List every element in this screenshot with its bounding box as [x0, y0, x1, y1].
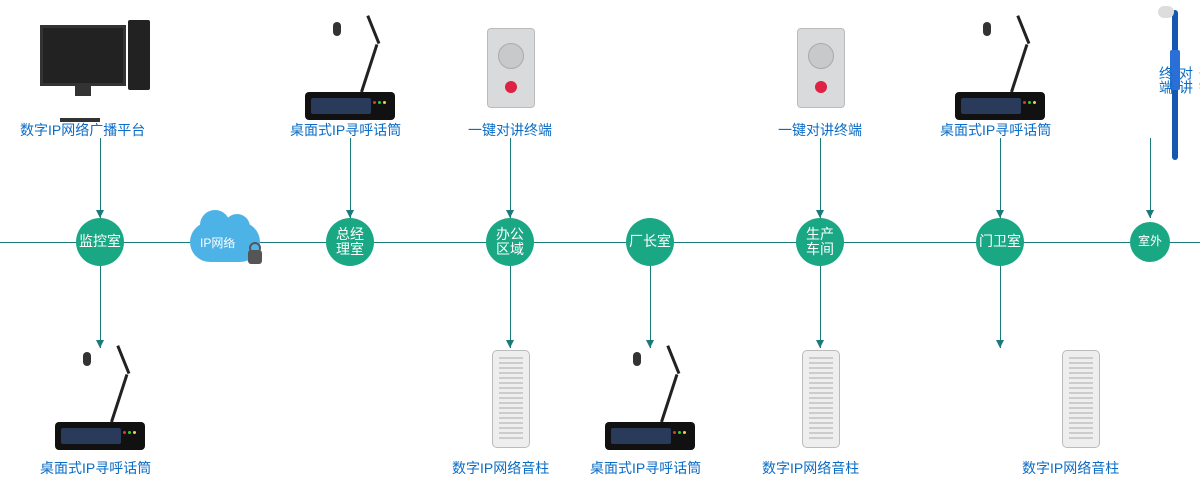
- ip-cloud: IP网络: [190, 222, 260, 262]
- node-n6: 门卫室: [976, 218, 1024, 266]
- arrowhead: [96, 210, 104, 218]
- connector: [350, 138, 351, 218]
- node-n4: 厂长室: [626, 218, 674, 266]
- device-label: 一键对讲终端: [468, 120, 552, 140]
- arrowhead: [506, 210, 514, 218]
- arrowhead: [346, 210, 354, 218]
- lock-icon: [248, 250, 262, 264]
- arrowhead: [506, 340, 514, 348]
- arrowhead: [816, 340, 824, 348]
- node-n7: 室外: [1130, 222, 1170, 262]
- device-intercom: [797, 28, 845, 108]
- arrowhead: [96, 340, 104, 348]
- device-label: 桌面式IP寻呼话筒: [940, 120, 1051, 140]
- connector: [1000, 266, 1001, 348]
- device-label: 一键对讲终端: [778, 120, 862, 140]
- device-mic: [305, 30, 395, 120]
- connector: [510, 266, 511, 348]
- connector: [820, 138, 821, 218]
- connector: [1000, 138, 1001, 218]
- device-column: [1062, 350, 1100, 448]
- device-column: [492, 350, 530, 448]
- node-n5: 生产车间: [796, 218, 844, 266]
- device-mic: [605, 360, 695, 450]
- node-n1: 监控室: [76, 218, 124, 266]
- device-mic: [55, 360, 145, 450]
- cloud-label: IP网络: [200, 234, 235, 251]
- device-intercom: [487, 28, 535, 108]
- arrowhead: [996, 340, 1004, 348]
- connector: [100, 138, 101, 218]
- connector: [510, 138, 511, 218]
- device-label: 数字IP网络音柱: [452, 458, 549, 478]
- connector: [650, 266, 651, 348]
- connector: [820, 266, 821, 348]
- connector: [100, 266, 101, 348]
- device-label: 桌面式IP寻呼话筒: [290, 120, 401, 140]
- node-n3: 办公区域: [486, 218, 534, 266]
- node-n2: 总经理室: [326, 218, 374, 266]
- connector: [1150, 138, 1151, 218]
- arrowhead: [646, 340, 654, 348]
- diagram-canvas: { "layout":{ "width":1200,"height":501, …: [0, 0, 1200, 501]
- device-label: 一键对讲终端: [1156, 66, 1200, 94]
- device-column: [802, 350, 840, 448]
- device-label: 桌面式IP寻呼话筒: [40, 458, 151, 478]
- device-pc: [40, 25, 152, 105]
- device-label: 桌面式IP寻呼话筒: [590, 458, 701, 478]
- arrowhead: [1146, 210, 1154, 218]
- device-mic: [955, 30, 1045, 120]
- arrowhead: [996, 210, 1004, 218]
- arrowhead: [816, 210, 824, 218]
- device-label: 数字IP网络音柱: [762, 458, 859, 478]
- device-label: 数字IP网络广播平台: [20, 120, 145, 140]
- device-label: 数字IP网络音柱: [1022, 458, 1119, 478]
